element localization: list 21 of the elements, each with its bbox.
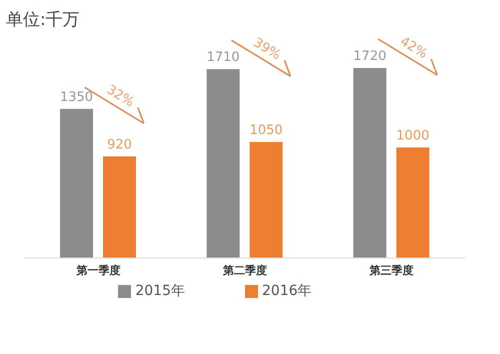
bar [103,156,136,258]
legend-label: 2016年 [262,283,312,299]
data-label: 1720 [353,49,386,64]
bar [250,142,283,258]
data-label: 1050 [250,123,283,138]
x-tick-label: 第二季度 [222,264,267,277]
annotation: 32% [104,82,136,110]
x-tick-label: 第三季度 [368,264,414,277]
text: 42% [397,34,430,62]
text: 39% [250,35,284,64]
data-label: 1710 [206,50,240,66]
x-tick-label: 第一季度 [75,264,120,277]
bar [353,68,386,258]
data-label: 1350 [60,90,94,105]
bar [206,69,240,258]
data-label: 920 [107,137,132,152]
chart-title: 单位:千万 [6,9,80,31]
data-label: 1000 [396,128,430,144]
legend-label: 2015年 [135,283,185,299]
bar [396,148,430,258]
bar [60,108,93,258]
